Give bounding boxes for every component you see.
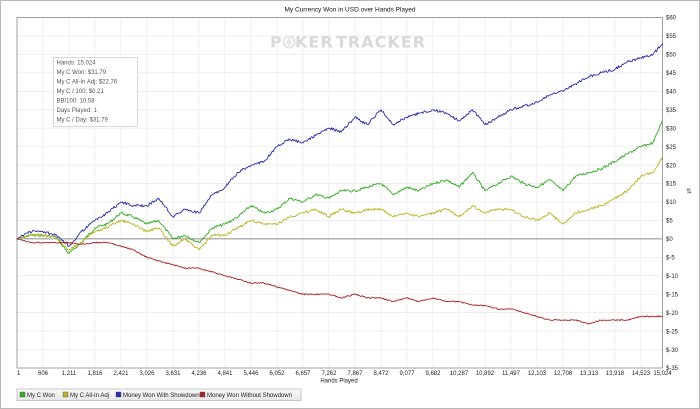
y-tick-label: $60: [666, 16, 677, 22]
y-tick-label: $50: [666, 53, 677, 59]
y-tick-label: $-15: [666, 292, 679, 298]
series-lines: [16, 43, 663, 325]
y-tick-label: $20: [666, 163, 677, 169]
stats-line: BB/100: 10.58: [57, 99, 96, 105]
legend-label[interactable]: My C Won: [27, 393, 55, 399]
series-line: [16, 43, 663, 247]
y-tick-label: $-20: [666, 311, 679, 317]
y-tick-label: $-10: [666, 274, 679, 280]
x-tick-label: 5,446: [243, 371, 259, 377]
legend-swatch[interactable]: [19, 391, 26, 398]
y-tick-label: $-25: [666, 329, 679, 335]
x-tick-label: 13,918: [606, 371, 625, 377]
y-tick-label: $30: [666, 126, 677, 132]
y-tick-label: $45: [666, 71, 677, 77]
x-tick-label: 606: [38, 371, 49, 377]
stats-box-frame: [53, 57, 138, 127]
legend-swatch[interactable]: [115, 391, 122, 398]
x-tick-label: 1,211: [62, 371, 77, 377]
y-tick-label: $35: [666, 108, 677, 114]
x-tick-label: 15,024: [653, 371, 672, 377]
y-tick-label: $-35: [666, 366, 679, 372]
y-tick-label: $25: [666, 145, 677, 151]
stats-line: My C Won: $31.79: [57, 70, 107, 76]
y-tick-label: $5: [666, 219, 673, 225]
stats-line: Hands: 15,024: [57, 61, 97, 67]
y-tick-label: $-30: [666, 348, 679, 354]
x-tick-label: 7,262: [321, 371, 337, 377]
x-tick-label: 6,657: [295, 371, 311, 377]
x-tick-label: 7,867: [347, 371, 363, 377]
x-tick-label: 12,708: [554, 371, 573, 377]
y-tick-label: $10: [666, 200, 677, 206]
x-tick-label: 6,052: [269, 371, 285, 377]
legend-label[interactable]: Money Won With Showdown: [123, 393, 200, 399]
series-line: [16, 238, 663, 325]
stats-line: Days Played: 1: [57, 108, 98, 114]
x-axis-label: Hands Played: [320, 379, 357, 385]
stats-line: My C / Day: $31.79: [57, 118, 109, 124]
axis-scale-toggle-icon[interactable]: ⇅: [686, 188, 692, 196]
x-tick-label: 13,313: [580, 371, 599, 377]
y-tick-label: $0: [666, 237, 673, 243]
y-tick-label: $15: [666, 182, 677, 188]
x-tick-label: 1: [17, 371, 21, 377]
x-tick-label: 10,892: [476, 371, 495, 377]
plot-area-border: [16, 17, 663, 369]
watermark-spade-icon: [282, 35, 296, 49]
x-tick-label: 4,841: [217, 371, 233, 377]
chart-title: My Currency Won in USD over Hands Played: [284, 7, 415, 14]
x-tick-label: 3,631: [165, 371, 181, 377]
x-tick-label: 2,421: [113, 371, 129, 377]
legend-swatch[interactable]: [62, 391, 69, 398]
grid-lines: [16, 17, 663, 369]
y-tick-label: $-5: [666, 256, 675, 262]
x-tick-label: 9,682: [425, 371, 441, 377]
x-tick-label: 14,523: [632, 371, 651, 377]
x-tick-label: 10,287: [450, 371, 469, 377]
y-axis-ticks: $-35 $-30 $-25 $-20 $-15 $-10 $-5 $0 $5 $10 $15 $20…: [666, 16, 679, 373]
legend-bar: [16, 388, 302, 401]
stats-line: My C All-In Adj: $22.76: [57, 80, 118, 86]
x-tick-label: 9,077: [399, 371, 415, 377]
watermark-right: TRACKER: [336, 33, 426, 52]
x-tick-label: 8,472: [373, 371, 389, 377]
series-line: [16, 157, 663, 251]
watermark: P KER TRACKER: [270, 33, 426, 52]
x-tick-label: 4,236: [191, 371, 207, 377]
series-line: [16, 120, 663, 255]
watermark-mid: KER: [295, 33, 334, 52]
y-tick-label: $55: [666, 34, 677, 40]
x-tick-label: 12,103: [528, 371, 547, 377]
x-tick-label: 11,497: [502, 371, 521, 377]
legend-swatch[interactable]: [199, 391, 206, 398]
watermark-left: P: [270, 33, 283, 52]
x-axis-ticks: 1 606 1,211 1,816 2,421 3,026 3,631 4,236 4,841 5…: [17, 371, 672, 377]
stats-line: My C / 100: $0.21: [57, 89, 105, 95]
stats-box: Hands: 15,024 My C Won: $31.79 My C All-…: [53, 57, 138, 127]
legend-label[interactable]: Money Won Without Showdown: [207, 393, 292, 399]
legend: My C Won My C All-In Adj Money Won With Sh…: [16, 388, 302, 401]
y-tick-label: $40: [666, 89, 677, 95]
legend-label[interactable]: My C All-In Adj: [70, 393, 109, 399]
x-tick-label: 1,816: [87, 371, 103, 377]
x-tick-label: 3,026: [139, 371, 155, 377]
